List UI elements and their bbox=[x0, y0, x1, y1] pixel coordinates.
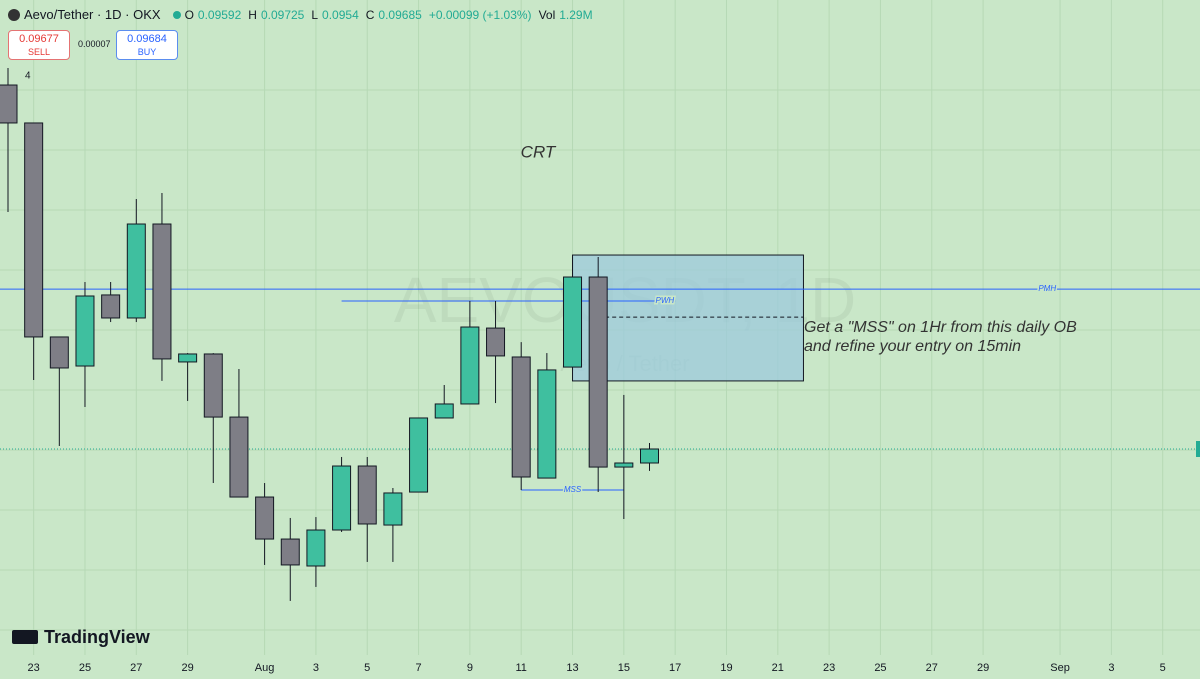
x-tick-label: 11 bbox=[515, 662, 526, 674]
volume-label: Vol bbox=[538, 7, 556, 22]
level-label: PWH bbox=[656, 296, 675, 305]
close-label: C bbox=[365, 7, 375, 22]
x-tick-label: 27 bbox=[926, 662, 938, 674]
annotation-note: Get a "MSS" on 1Hr from this daily OB bbox=[804, 319, 1077, 336]
candle-body bbox=[614, 462, 634, 468]
high-label: H bbox=[248, 7, 257, 22]
high-value: 0.09725 bbox=[260, 7, 305, 22]
x-tick-label: 15 bbox=[618, 662, 630, 674]
x-tick-label: 27 bbox=[130, 662, 142, 674]
candle-body bbox=[0, 84, 18, 124]
candle-body bbox=[460, 326, 480, 405]
x-tick-label: 23 bbox=[28, 662, 40, 674]
open-value: 0.09592 bbox=[197, 7, 242, 22]
open-label: O bbox=[184, 7, 194, 22]
x-tick-label: Sep bbox=[1050, 662, 1070, 674]
sell-button[interactable]: 0.09677 SELL bbox=[8, 30, 70, 60]
candle-body bbox=[280, 538, 300, 566]
symbol: Aevo/Tether · 1D · OKX bbox=[24, 7, 161, 22]
x-tick-label: 13 bbox=[566, 662, 578, 674]
candle-body bbox=[563, 276, 583, 368]
candle-body bbox=[537, 369, 557, 479]
candle-body bbox=[306, 529, 326, 567]
status-dot bbox=[172, 10, 181, 19]
candle-body bbox=[511, 356, 531, 478]
brand-logo bbox=[12, 630, 38, 644]
spread: 0.00007 bbox=[78, 39, 111, 49]
candle-body bbox=[409, 417, 429, 493]
indicator-count: 4 bbox=[25, 71, 31, 82]
candle-body bbox=[203, 353, 223, 418]
candle-body bbox=[357, 465, 377, 525]
buy-button[interactable]: 0.09684 BUY bbox=[116, 30, 178, 60]
x-tick-label: 23 bbox=[823, 662, 835, 674]
candle-body bbox=[24, 122, 44, 338]
x-tick-label: 19 bbox=[720, 662, 732, 674]
x-tick-label: 5 bbox=[1160, 662, 1166, 674]
candle-body bbox=[178, 353, 198, 363]
order-block-zone bbox=[572, 254, 804, 382]
volume: 1.29M bbox=[559, 7, 593, 22]
x-tick-label: 29 bbox=[181, 662, 193, 674]
close-value: 0.09685 bbox=[378, 7, 422, 22]
x-tick-label: 25 bbox=[874, 662, 886, 674]
change: +0.00099 (+1.03%) bbox=[428, 7, 532, 22]
candle-body bbox=[101, 294, 121, 319]
brand: TradingView bbox=[44, 627, 151, 647]
x-tick-label: 29 bbox=[977, 662, 989, 674]
x-tick-label: 25 bbox=[79, 662, 91, 674]
candle-body bbox=[383, 492, 403, 526]
x-tick-label: 21 bbox=[772, 662, 784, 674]
annotation-title: CRT bbox=[521, 142, 557, 161]
x-tick-label: 7 bbox=[415, 662, 421, 674]
candle-body bbox=[75, 295, 95, 367]
candle-body bbox=[332, 465, 352, 531]
x-tick-label: 5 bbox=[364, 662, 370, 674]
price-axis-marker bbox=[1196, 441, 1200, 457]
candle-body bbox=[126, 223, 146, 319]
sell-label: SELL bbox=[27, 47, 51, 57]
buy-label: BUY bbox=[137, 47, 157, 57]
annotation-note: and refine your entry on 15min bbox=[804, 338, 1021, 355]
candle-body bbox=[588, 276, 608, 468]
candle-body bbox=[255, 496, 275, 540]
candle-body bbox=[229, 416, 249, 498]
level-label: PMH bbox=[1038, 284, 1056, 293]
x-tick-label: 9 bbox=[467, 662, 473, 674]
sell-price: 0.09677 bbox=[19, 33, 59, 45]
candle-body bbox=[640, 448, 659, 464]
header: Aevo/Tether · 1D · OKX O 0.09592 H 0.09725… bbox=[8, 7, 596, 22]
low-label: L bbox=[311, 7, 319, 22]
candle-body bbox=[152, 223, 172, 360]
low-value: 0.0954 bbox=[322, 7, 359, 22]
x-tick-label: 3 bbox=[1108, 662, 1114, 674]
x-tick-label: Aug bbox=[255, 662, 275, 674]
buy-price: 0.09684 bbox=[127, 33, 167, 45]
candle-body bbox=[434, 403, 454, 419]
x-tick-label: 3 bbox=[313, 662, 319, 674]
candle-body bbox=[49, 336, 69, 369]
candle-body bbox=[486, 327, 506, 357]
level-label: MSS bbox=[564, 485, 582, 494]
x-tick-label: 17 bbox=[669, 662, 681, 674]
symbol-icon bbox=[8, 8, 20, 21]
